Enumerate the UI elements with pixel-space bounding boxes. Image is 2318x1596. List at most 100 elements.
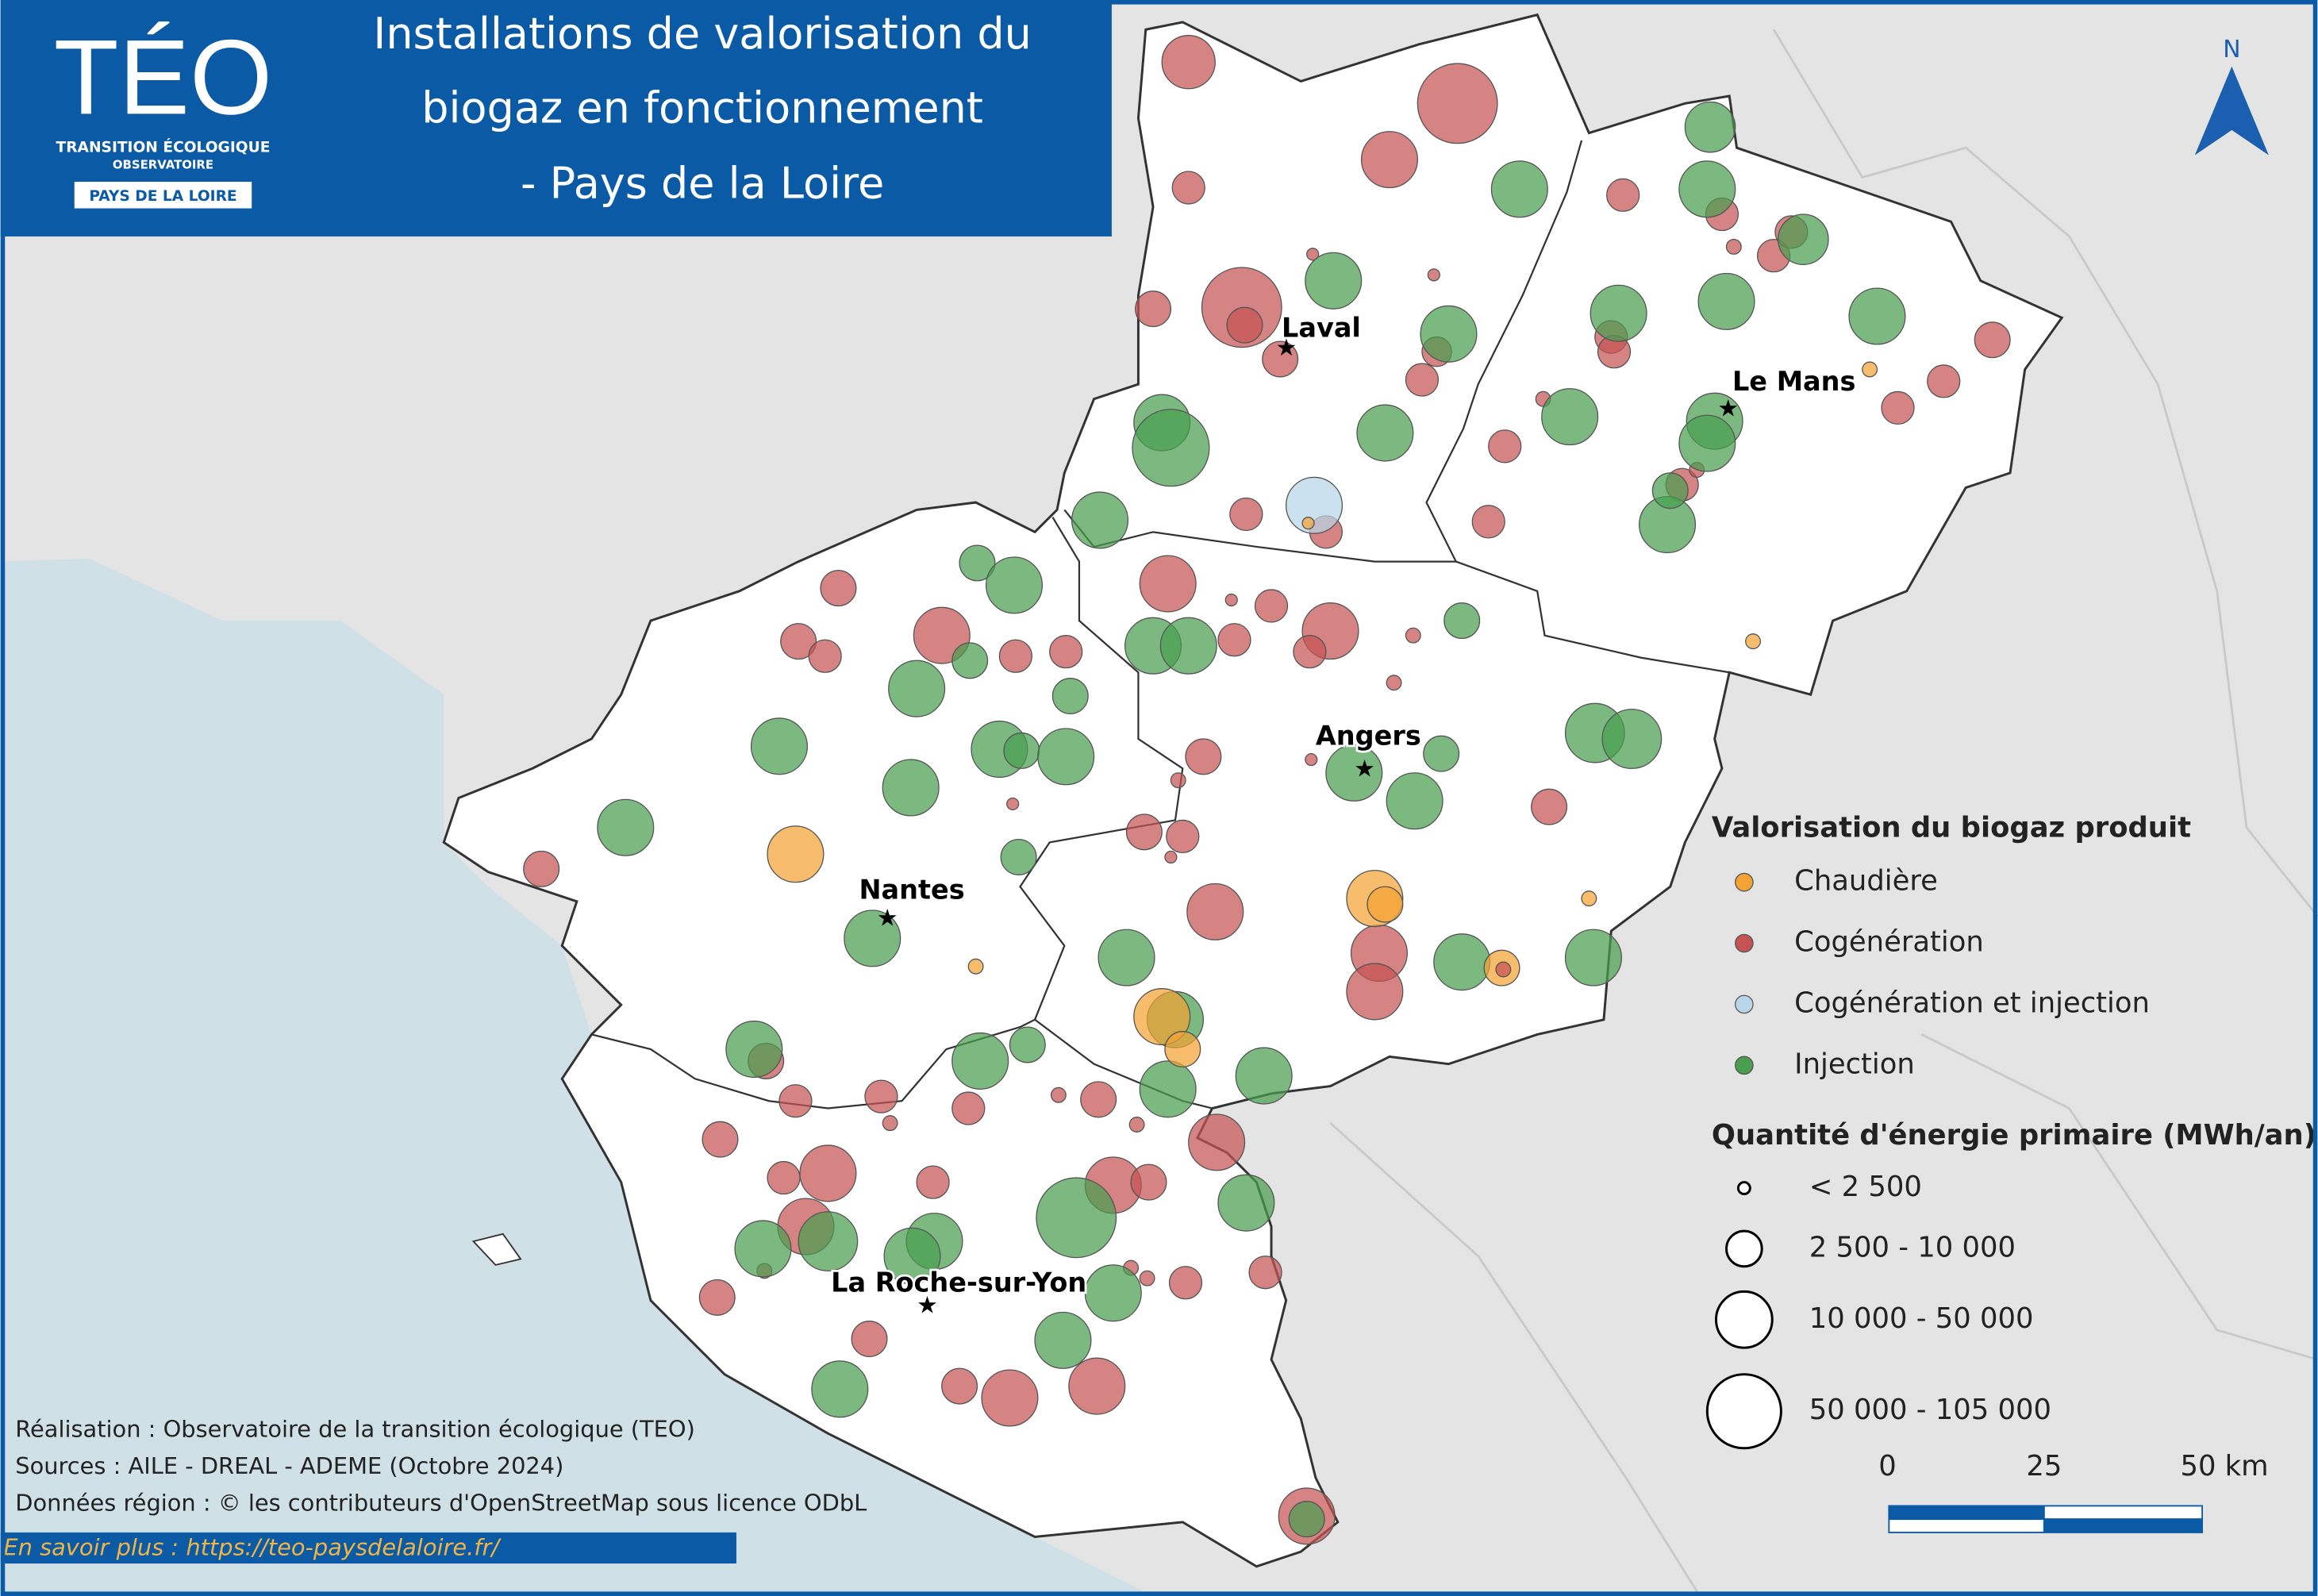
link[interactable]: En savoir plus : https://teo-paysdelaloi… xyxy=(3,1533,502,1560)
installation xyxy=(864,1079,898,1113)
legend-label: Cogénération xyxy=(1794,926,1984,959)
installation xyxy=(1262,340,1299,378)
installation xyxy=(1590,284,1647,342)
installation xyxy=(1490,160,1548,218)
installations xyxy=(523,35,2011,1545)
installation xyxy=(1170,772,1186,789)
installation xyxy=(1651,472,1689,510)
installation xyxy=(1417,63,1498,144)
size-swatch xyxy=(1736,1181,1751,1196)
installation xyxy=(951,642,989,679)
installation xyxy=(1051,678,1089,715)
installation xyxy=(1306,248,1320,261)
cities: Laval ★ Le Mans ★ Angers ★ Nantes ★ La R… xyxy=(828,310,1858,1320)
installation xyxy=(767,1160,801,1195)
logo-region-box xyxy=(74,182,252,209)
installation xyxy=(1003,732,1040,769)
scale-label: 50 km xyxy=(2180,1450,2268,1483)
legend-label: Chaudière xyxy=(1794,865,1938,898)
installation xyxy=(1130,1163,1167,1201)
legend-swatch xyxy=(1735,872,1754,892)
legend-label: Injection xyxy=(1794,1048,1915,1080)
installation xyxy=(1049,635,1083,669)
installation xyxy=(882,1115,898,1132)
installation xyxy=(1725,238,1742,255)
installation xyxy=(1139,555,1197,613)
credit-line: Réalisation : Observatoire de la transit… xyxy=(15,1415,695,1442)
installation xyxy=(734,1220,792,1278)
credit-line: Sources : AILE - DREAL - ADEME (Octobre … xyxy=(15,1452,563,1479)
installation xyxy=(767,825,825,883)
installation xyxy=(1128,1117,1145,1133)
installation xyxy=(1684,101,1736,153)
installation xyxy=(1071,491,1129,549)
installation xyxy=(1601,709,1663,769)
installation xyxy=(820,570,857,607)
neighbour-borders xyxy=(1329,29,2318,1596)
installation xyxy=(1135,290,1172,328)
installation xyxy=(750,717,808,775)
north-arrow: N xyxy=(2194,36,2269,156)
header: TÉO TRANSITION ÉCOLOGIQUE OBSERVATOIRE P… xyxy=(0,0,1112,237)
installation xyxy=(882,759,940,817)
installation xyxy=(941,1367,978,1405)
size-swatch xyxy=(1725,1229,1763,1268)
size-swatch xyxy=(1714,1290,1774,1349)
installation xyxy=(1881,390,1915,425)
installation xyxy=(967,958,984,975)
installation xyxy=(1305,752,1318,767)
logo-line: TRANSITION ÉCOLOGIQUE xyxy=(56,138,271,156)
installation xyxy=(1427,268,1440,282)
installation xyxy=(1186,883,1244,940)
installation xyxy=(1171,171,1205,205)
installation xyxy=(1745,633,1762,650)
department-border xyxy=(591,1018,1036,1110)
installation xyxy=(1564,929,1622,986)
city-star: ★ xyxy=(1354,756,1375,783)
installation xyxy=(1301,517,1315,530)
installation xyxy=(1009,1026,1046,1063)
city-label: Laval xyxy=(1282,313,1361,344)
installation xyxy=(1293,635,1327,669)
installation xyxy=(1678,414,1736,472)
installation xyxy=(1164,1031,1201,1068)
installation xyxy=(1678,160,1736,218)
scale-label: 0 xyxy=(1878,1450,1896,1483)
installation xyxy=(1471,505,1505,539)
installation xyxy=(1697,272,1755,330)
installation xyxy=(1080,1081,1117,1118)
scale-bar: 0 25 50 km xyxy=(1878,1450,2269,1533)
installation xyxy=(725,1021,783,1079)
credits: Réalisation : Observatoire de la transit… xyxy=(0,1415,867,1564)
installation xyxy=(1531,788,1568,825)
installation xyxy=(1433,933,1491,991)
installation xyxy=(998,639,1033,673)
city-star: ★ xyxy=(1276,334,1297,362)
size-swatch xyxy=(1705,1373,1782,1450)
legend-label: Cogénération et injection xyxy=(1794,986,2150,1019)
installation xyxy=(959,544,996,582)
size-label: 10 000 - 50 000 xyxy=(1809,1302,2034,1335)
title-line: - Pays de la Loire xyxy=(521,158,884,208)
installation xyxy=(811,1360,869,1418)
installation xyxy=(698,1279,736,1316)
size-label: < 2 500 xyxy=(1809,1171,1922,1203)
title-line: biogaz en fonctionnement xyxy=(421,83,983,133)
installation xyxy=(1254,589,1289,623)
installation xyxy=(1305,252,1363,310)
city-star: ★ xyxy=(917,1292,938,1320)
installation xyxy=(1325,744,1383,802)
installation xyxy=(523,850,560,887)
installation xyxy=(1367,886,1404,923)
installation xyxy=(1000,838,1037,875)
installation xyxy=(1360,131,1419,189)
installation xyxy=(1862,361,1878,378)
legend-title: Valorisation du biogaz produit xyxy=(1712,812,2191,844)
installation xyxy=(1346,963,1404,1021)
installation xyxy=(1050,1086,1067,1103)
installation xyxy=(1248,1256,1282,1290)
installation xyxy=(1037,728,1095,786)
installation xyxy=(1036,1177,1117,1259)
installation xyxy=(1285,476,1344,534)
